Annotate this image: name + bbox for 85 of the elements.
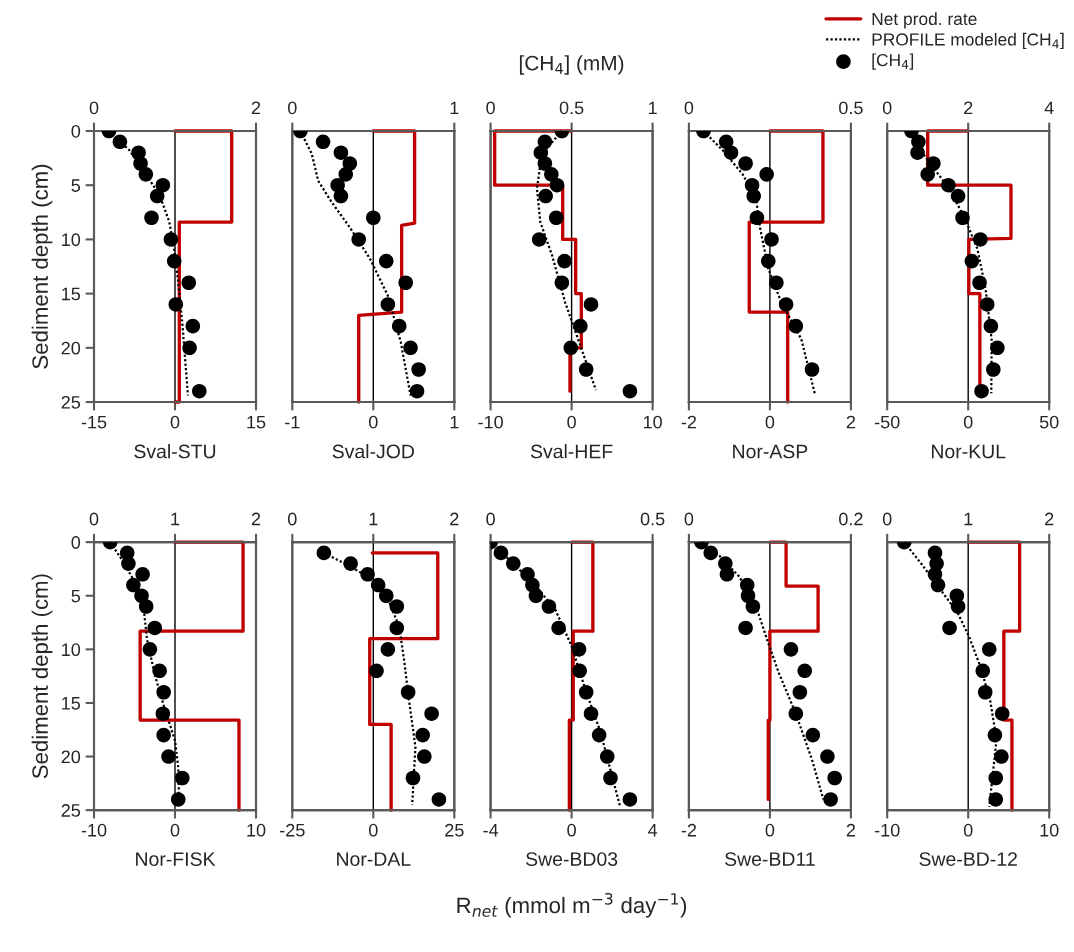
line-series (138, 540, 245, 812)
x-tick-label: 0 (765, 415, 775, 429)
x2-tick-label: 0.2 (839, 512, 863, 526)
x2-tick-label: 4 (1044, 101, 1054, 115)
x-tick-label: 0 (963, 415, 973, 429)
x2-tick-label: 0.5 (559, 101, 584, 115)
x-tick-label: -1 (285, 415, 300, 429)
x2-tick-label: 2 (450, 512, 459, 526)
y-tick-label: 25 (61, 804, 81, 817)
y-tick-label: 0 (71, 124, 81, 138)
x2-tick-label: 0 (882, 101, 892, 115)
legend-label: [CH$_{4}$] (872, 53, 914, 70)
x-tick-label: 0 (368, 823, 378, 837)
x2-tick-label: 0 (684, 512, 694, 526)
text: Sval-JOD (332, 444, 414, 459)
x-tick-label: -2 (681, 823, 697, 837)
x2-tick-label: 0 (486, 101, 495, 115)
x-tick-label: 4 (647, 824, 658, 837)
x-tick-label: -10 (81, 823, 107, 837)
text: Swe-BD11 (725, 852, 815, 866)
x-axis-title: R$_{net}$ (mmol m$^{−3}$ day$^{−1}$) (457, 892, 687, 918)
x-tick-label: 0 (170, 415, 180, 429)
x-tick-label: -10 (874, 823, 900, 837)
text: Nor-KUL (931, 444, 1006, 459)
y-tick-label: 10 (62, 643, 81, 657)
x-tick-label: 25 (445, 823, 464, 837)
x-tick-label: 0 (765, 823, 775, 837)
y-tick-label: 20 (61, 750, 81, 764)
x-tick-label: -25 (280, 823, 305, 837)
y-tick-label: 5 (71, 179, 81, 192)
x2-tick-label: 0 (486, 512, 495, 526)
x-tick-label: 10 (1040, 823, 1059, 837)
text: Nor-ASP (733, 444, 808, 459)
x-tick-label: 10 (643, 415, 662, 429)
text: Sval-STU (134, 444, 216, 459)
y-tick-label: 25 (61, 395, 81, 409)
x2-tick-label: 0 (287, 101, 297, 115)
text: Nor-DAL (337, 852, 411, 866)
x-tick-label: 50 (1039, 415, 1059, 429)
x2-tick-label: 0 (287, 512, 297, 526)
y-tick-label: 5 (71, 589, 81, 603)
x2-tick-label: 0 (89, 512, 99, 526)
legend-label: Net prod. rate (872, 12, 977, 29)
y-tick-label: 20 (61, 341, 81, 355)
x-tick-label: -50 (874, 415, 900, 429)
x2-axis-title: [CH$_{4}$] (mM) (519, 55, 624, 75)
x-tick-label: 0 (567, 415, 576, 429)
text: Swe-BD-12 (919, 852, 1017, 866)
y-tick-label: 15 (62, 287, 81, 301)
x2-tick-label: 1 (171, 512, 180, 526)
x-tick-label: 2 (846, 823, 856, 837)
y-axis-title: Sediment depth (cm) (31, 164, 53, 369)
text: Nor-FISK (136, 852, 216, 866)
x2-tick-label: 1 (369, 512, 378, 526)
x2-tick-label: 0.5 (839, 101, 863, 115)
y-tick-label: 15 (62, 697, 81, 710)
y-tick-label: 10 (62, 233, 81, 247)
x2-tick-label: 2 (251, 101, 261, 115)
x-tick-label: 0 (567, 823, 576, 837)
x-tick-label: -15 (81, 415, 107, 429)
x-tick-label: 0 (368, 415, 378, 429)
x-tick-label: 0 (170, 823, 180, 837)
x-tick-label: -4 (483, 824, 499, 837)
x-tick-label: -10 (478, 415, 503, 429)
x2-tick-label: 1 (648, 101, 657, 115)
x-tick-label: 15 (247, 415, 266, 429)
x-tick-label: 0 (963, 823, 973, 837)
text: Swe-BD03 (526, 852, 618, 866)
x-tick-label: 1 (450, 415, 459, 429)
x2-tick-label: 2 (251, 512, 261, 526)
x2-tick-label: 2 (1045, 512, 1054, 526)
legend-label: PROFILE modeled [CH$_{4}$] (872, 32, 1064, 50)
x-tick-label: -2 (681, 415, 697, 429)
y-tick-label: 0 (71, 536, 81, 549)
x-tick-label: 10 (247, 823, 266, 837)
x2-tick-label: 2 (964, 101, 973, 115)
x-tick-label: 2 (846, 415, 856, 429)
text: Sval-HEF (530, 444, 613, 459)
x2-tick-label: 0 (882, 512, 892, 526)
x2-tick-label: 0 (684, 101, 694, 115)
x2-tick-label: 1 (964, 512, 973, 526)
y-axis-title: Sediment depth (cm) (31, 574, 53, 779)
x2-tick-label: 0 (89, 101, 99, 115)
x2-tick-label: 0.5 (640, 512, 665, 526)
x2-tick-label: 1 (450, 101, 459, 115)
